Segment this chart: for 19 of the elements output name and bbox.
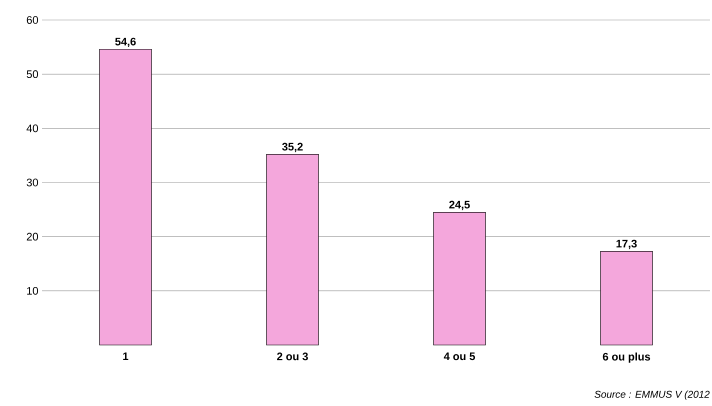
y-tick-label: 50 bbox=[26, 70, 38, 78]
y-tick-label: 30 bbox=[26, 178, 38, 186]
y-tick-label: 60 bbox=[26, 16, 38, 24]
x-tick-label: 2 ou 3 bbox=[277, 352, 308, 360]
data-label: 35,2 bbox=[282, 142, 303, 152]
y-tick-label: 20 bbox=[26, 232, 38, 241]
x-tick-label: 4 ou 5 bbox=[444, 352, 476, 360]
data-label: 24,5 bbox=[449, 200, 470, 210]
data-label: 54,6 bbox=[115, 38, 136, 48]
bar bbox=[99, 48, 152, 346]
source-note: Source : EMMUS V (2012 bbox=[594, 390, 710, 400]
data-label: 17,3 bbox=[616, 240, 637, 250]
x-tick-label: 6 ou plus bbox=[602, 352, 650, 363]
bar bbox=[266, 154, 319, 346]
x-tick-label: 1 bbox=[123, 352, 128, 360]
y-tick-label: 40 bbox=[26, 124, 38, 132]
bar bbox=[433, 212, 486, 346]
bar bbox=[600, 250, 653, 346]
y-tick-label: 10 bbox=[27, 286, 38, 295]
